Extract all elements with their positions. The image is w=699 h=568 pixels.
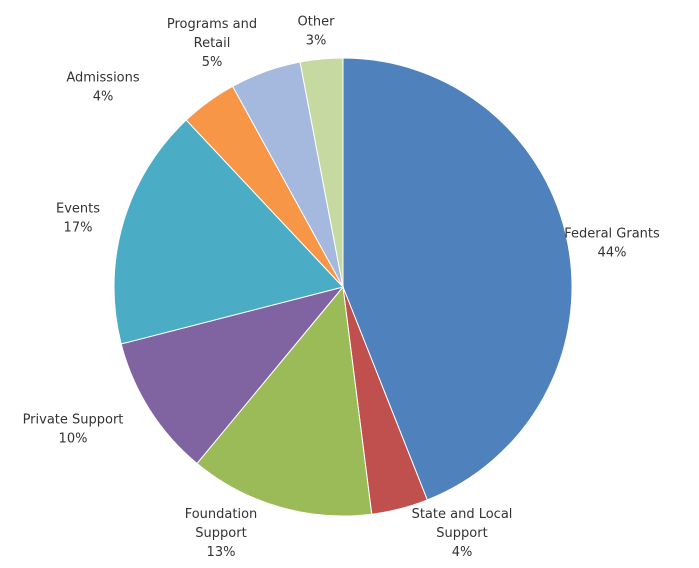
category-label-foundation-support: Support: [195, 526, 246, 541]
category-label-programs-and-retail: Programs and: [167, 17, 257, 32]
category-label-programs-and-retail: Retail: [194, 36, 231, 51]
label-state-and-local-support: State and Local Support 4%: [412, 507, 513, 560]
data-label-admissions: 4%: [93, 90, 114, 105]
data-label-private-support: 10%: [59, 432, 88, 447]
data-label-events: 17%: [64, 221, 93, 236]
data-label-foundation-support: 13%: [207, 545, 236, 560]
slice-federal-grants: [342, 57, 573, 501]
data-label-state-and-local-support: 4%: [452, 545, 473, 560]
label-foundation-support: Foundation Support 13%: [185, 507, 258, 560]
category-label-state-and-local-support: State and Local: [412, 507, 513, 522]
category-label-other: Other: [298, 15, 336, 30]
label-admissions: Admissions 4%: [66, 71, 140, 105]
category-label-private-support: Private Support: [23, 413, 124, 428]
category-label-events: Events: [56, 202, 100, 217]
slice-other: [299, 57, 344, 288]
label-private-support: Private Support 10%: [23, 413, 124, 447]
category-label-admissions: Admissions: [66, 71, 140, 86]
label-federal-grants: Federal Grants 44%: [564, 227, 660, 261]
data-label-federal-grants: 44%: [598, 246, 627, 261]
label-programs-and-retail: Programs and Retail 5%: [167, 17, 257, 70]
slice-private-support: [120, 286, 345, 465]
category-label-foundation-support: Foundation: [185, 507, 258, 522]
pie-labels: Federal Grants 44% State and Local Support 4…: [23, 15, 660, 561]
data-label-other: 3%: [306, 34, 327, 49]
slice-foundation-support: [196, 285, 373, 517]
pie-slices: [113, 57, 573, 517]
category-label-state-and-local-support: Support: [436, 526, 487, 541]
label-other: Other 3%: [298, 15, 336, 49]
label-events: Events 17%: [56, 202, 100, 236]
data-label-programs-and-retail: 5%: [202, 55, 223, 70]
category-label-federal-grants: Federal Grants: [564, 227, 660, 242]
slice-events: [113, 119, 344, 345]
